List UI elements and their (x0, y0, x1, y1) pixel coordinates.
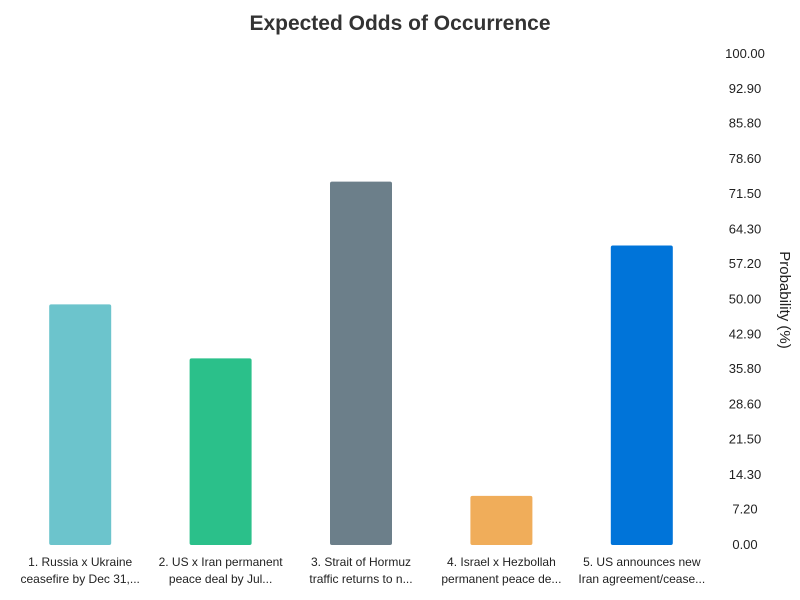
y-tick-label: 71.50 (729, 186, 762, 201)
bar-3[interactable] (330, 181, 392, 545)
y-tick-label: 92.90 (729, 81, 762, 96)
x-tick-label-5: 5. US announces new Iran agreement/cease.… (578, 555, 705, 586)
bar-2[interactable] (189, 358, 252, 545)
x-tick-label-1: 1. Russia x Ukraine ceasefire by Dec 31,.… (21, 555, 140, 586)
y-tick-label: 100.00 (725, 46, 765, 61)
y-tick-label: 42.90 (729, 326, 762, 341)
y-tick-label: 85.80 (729, 116, 762, 131)
y-tick-label: 78.60 (729, 151, 762, 166)
bar-5[interactable] (610, 245, 673, 546)
bars-group (49, 181, 673, 546)
y-tick-label: 50.00 (729, 292, 762, 307)
y-tick-label: 35.80 (729, 361, 762, 376)
y-tick-label: 0.00 (732, 537, 757, 552)
y-tick-labels: 0.00 7.20 14.30 21.50 28.60 35.80 42.90 50.00 57… (725, 46, 765, 552)
x-tick-label-2: 2. US x Iran permanent peace deal by Jul.… (159, 555, 284, 586)
chart-title: Expected Odds of Occurrence (249, 12, 551, 35)
y-tick-label: 7.20 (732, 502, 757, 517)
y-tick-label: 21.50 (729, 431, 762, 446)
y-tick-label: 64.30 (729, 221, 762, 236)
y-tick-label: 28.60 (729, 397, 762, 412)
bar-4[interactable] (470, 495, 533, 545)
bar-1[interactable] (49, 304, 112, 545)
y-tick-label: 14.30 (729, 467, 762, 482)
x-tick-label-4: 4. Israel x Hezbollah permanent peace de.… (441, 555, 561, 586)
y-axis-label: Probability (%) (776, 251, 793, 349)
y-tick-label: 57.20 (729, 256, 762, 271)
x-category-labels: 1. Russia x Ukraine ceasefire by Dec 31,.… (21, 555, 706, 586)
x-tick-label-3: 3. Strait of Hormuz traffic returns to n.… (309, 555, 412, 586)
